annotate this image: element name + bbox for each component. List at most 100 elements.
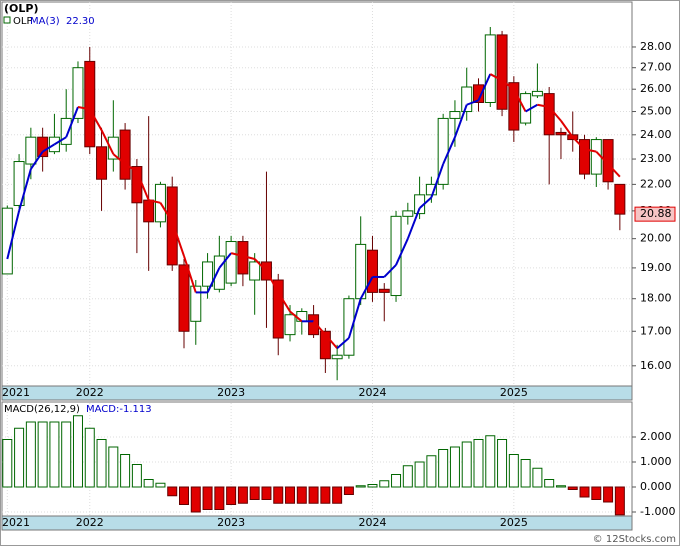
y-tick-label: -1.000 [640,505,675,518]
ma-segment [265,270,280,293]
macd-bar [591,486,602,500]
y-tick-label: 23.00 [640,152,672,165]
ma-segment [242,255,255,260]
legend-swatch [3,16,11,24]
candle-body [484,34,496,104]
macd-bar [131,464,142,488]
legend-label: MA(3) [30,16,60,27]
macd-bar [379,480,390,488]
macd-bar [367,484,378,488]
ma-segment [477,73,492,101]
legend-label: OLP [13,16,32,27]
ma-segment [442,136,456,165]
x-tick-label: 2021 [2,516,30,529]
ma-segment [584,148,597,153]
y-tick-label: 26.00 [640,82,672,95]
macd-date-band [1,515,633,531]
ma-segment [560,120,574,138]
macd-bar [544,479,555,488]
macd-bar [449,446,460,488]
y-tick-label: 0.000 [640,480,672,493]
ma-segment [124,163,138,173]
y-tick-label: 28.00 [640,40,672,53]
y-tick-label: 25.00 [640,105,672,118]
candle-body [520,93,532,124]
candle-body [107,136,119,160]
candle-body [319,330,331,360]
macd-bar [237,486,248,504]
macd-bar [261,486,272,500]
candle-body [449,111,461,119]
ma-segment [324,333,338,349]
ma-segment [65,106,79,138]
macd-bar [120,454,131,488]
macd-bar [179,486,190,505]
macd-bar [567,486,578,490]
macd-bar [391,474,402,488]
macd-legend: MACD:-1.113 [86,404,152,415]
candle-body [249,261,261,281]
candle-body [25,136,37,165]
candle-body [461,86,473,113]
candle-body [508,82,520,131]
ma-segment [148,199,161,204]
x-tick-label: 2025 [500,386,528,399]
macd-bar [461,441,472,488]
macd-bar [2,439,13,488]
ma-segment [112,153,126,165]
x-tick-label: 2023 [217,386,245,399]
ma-segment [336,337,350,350]
macd-bar [603,486,614,503]
macd-bar [273,486,284,504]
x-tick-label: 2024 [358,386,386,399]
chart-title: (OLP) [4,2,38,15]
ma-segment [501,79,515,91]
y-tick-label: 22.00 [640,177,672,190]
ma-segment [312,320,327,336]
macd-bar [61,421,72,488]
ma-segment [595,150,609,165]
macd-bar [414,461,425,488]
ma-segment [537,103,550,108]
y-tick-label: 27.00 [640,61,672,74]
candle-body [543,93,555,136]
candle-body [143,199,155,223]
ma-segment [525,103,538,113]
macd-bar [249,486,260,500]
macd-bar [96,439,107,488]
ma-segment [135,171,150,201]
y-tick-label: 2.000 [640,430,672,443]
last-price-box [634,206,676,222]
candle-body [296,311,308,322]
macd-bar [308,486,319,504]
ma-segment [42,143,55,153]
ma-segment [6,210,21,260]
y-tick-label: 1.000 [640,455,672,468]
candle-body [37,136,49,158]
ma-segment [289,310,303,323]
candle-body [331,354,343,360]
macd-bar [343,486,354,495]
macd-bar [555,485,566,488]
macd-bar [579,486,590,498]
ma-segment [218,252,232,269]
macd-bar [143,479,154,488]
ma-segment [418,196,433,209]
candle-body [202,261,214,287]
ma-segment [88,108,103,131]
candle-body [190,285,202,322]
macd-bar [332,486,343,504]
ma-segment [183,255,197,293]
candle-body [272,279,284,339]
candle-body [225,241,237,284]
y-tick-label: 20.00 [640,232,672,245]
macd-bar [532,467,543,488]
x-tick-label: 2023 [217,516,245,529]
y-tick-label: 16.00 [640,359,672,372]
macd-bar [155,482,166,488]
candle-body [602,139,614,183]
ma-segment [53,136,67,146]
candle-body [590,139,602,175]
macd-bar [108,446,119,488]
